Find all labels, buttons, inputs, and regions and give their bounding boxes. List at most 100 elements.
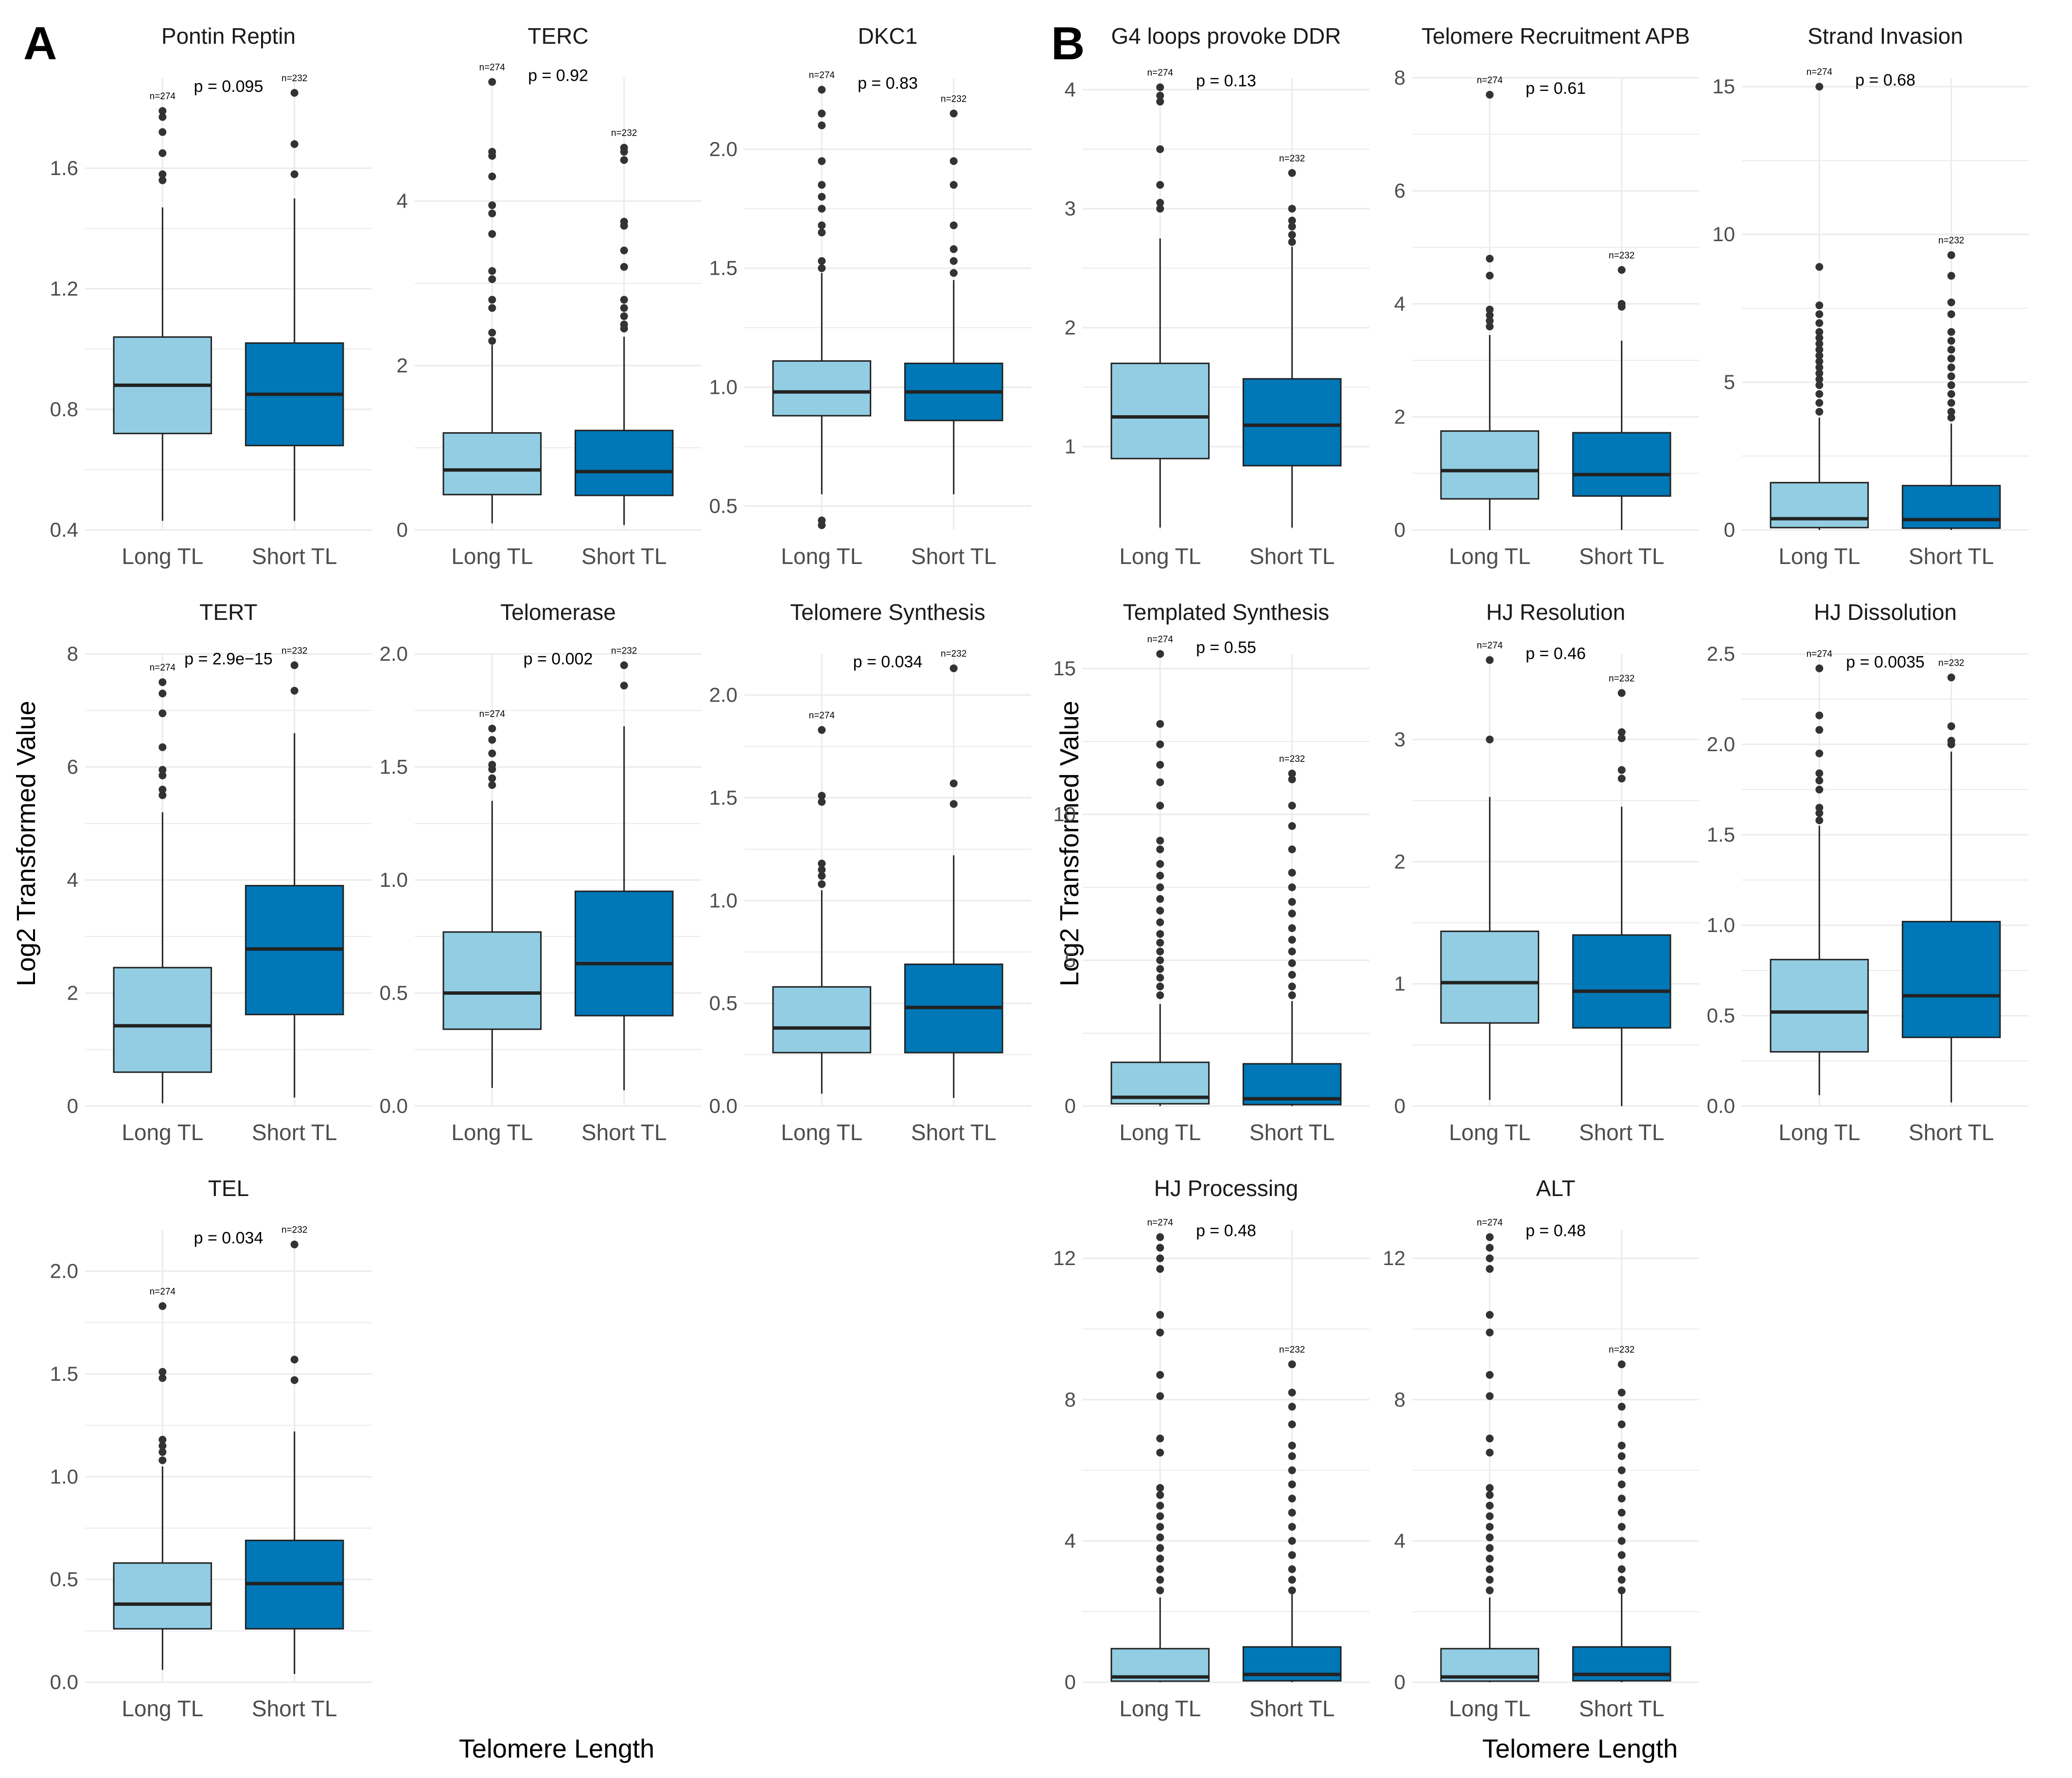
outlier-point [1947, 407, 1955, 416]
outlier-point [620, 312, 628, 320]
x-tick-label: Short TL [252, 544, 337, 569]
x-tick-label: Long TL [1449, 1120, 1530, 1145]
chart-title: TERC [527, 23, 588, 49]
x-tick-label: Long TL [122, 544, 203, 569]
n-label: n=232 [1609, 673, 1634, 684]
outlier-point [158, 791, 167, 799]
x-tick-label: Short TL [581, 1120, 667, 1145]
outlier-point [1156, 1392, 1164, 1400]
y-tick-label: 0.5 [709, 992, 737, 1015]
x-tick-label: Short TL [1249, 544, 1335, 569]
x-tick-label: Long TL [1119, 1696, 1201, 1721]
chart-title: G4 loops provoke DDR [1111, 23, 1341, 49]
outlier-point [158, 678, 167, 687]
outlier-point [158, 107, 167, 115]
outlier-point [1617, 300, 1626, 308]
y-tick-label: 0 [397, 518, 408, 541]
y-tick-label: 3 [1065, 197, 1076, 220]
chart-title: TEL [208, 1176, 249, 1201]
outlier-point [1156, 145, 1164, 153]
outlier-point [1486, 1254, 1494, 1263]
outlier-point [1156, 1512, 1164, 1520]
chart-panel: 0 5 10 15 Templated Synthesis n=274 Long TL n=2… [1053, 599, 1370, 1145]
chart-title: Templated Synthesis [1123, 599, 1329, 625]
p-value-label: p = 0.48 [1526, 1222, 1586, 1240]
outlier-point [1156, 845, 1164, 853]
iqr-box [1770, 482, 1869, 528]
iqr-box [1440, 931, 1540, 1024]
outlier-point [1947, 381, 1955, 389]
y-tick-label: 8 [1394, 66, 1405, 89]
iqr-box [574, 429, 674, 496]
outlier-point [818, 860, 826, 868]
outlier-point [949, 181, 958, 189]
outlier-point [1486, 1233, 1494, 1241]
x-tick-label: Long TL [1449, 1696, 1530, 1721]
outlier-point [158, 1448, 167, 1456]
x-tick-label: Long TL [1119, 544, 1201, 569]
outlier-point [1156, 1501, 1164, 1510]
outlier-point [1486, 656, 1494, 664]
x-tick-label: Short TL [252, 1120, 337, 1145]
outlier-point [1288, 845, 1296, 853]
outlier-point [488, 774, 496, 782]
x-tick-label: Short TL [252, 1696, 337, 1721]
iqr-box [574, 890, 674, 1017]
outlier-point [1617, 1551, 1626, 1559]
outlier-point [1815, 334, 1824, 342]
outlier-point [949, 269, 958, 277]
y-tick-label: 3 [1394, 728, 1405, 751]
outlier-point [818, 798, 826, 806]
outlier-point [158, 1374, 167, 1382]
outlier-point [488, 724, 496, 733]
n-label: n=274 [150, 1286, 176, 1297]
p-value-label: p = 0.55 [1196, 638, 1256, 657]
outlier-point [1288, 238, 1296, 246]
outlier-point [1486, 311, 1494, 319]
outlier-point [1815, 346, 1824, 354]
outlier-point [488, 749, 496, 757]
outlier-point [1486, 1554, 1494, 1563]
outlier-point [1815, 301, 1824, 310]
y-tick-label: 0 [1394, 518, 1405, 541]
y-axis-title-b: Log2 Transformed Value [1055, 701, 1084, 986]
y-tick-label: 0.8 [50, 398, 78, 421]
outlier-point [818, 181, 826, 189]
outlier-point [1486, 1371, 1494, 1379]
outlier-point [488, 275, 496, 283]
outlier-point [1288, 959, 1296, 967]
outlier-point [1486, 1434, 1494, 1443]
outlier-point [1486, 1484, 1494, 1492]
outlier-point [1617, 1509, 1626, 1517]
outlier-point [620, 296, 628, 304]
chart-title: HJ Resolution [1486, 599, 1625, 625]
chart-panel: 0 2 4 TERC n=274 Long TL n=232 Short TL p = 0.92 [397, 23, 702, 569]
y-tick-label: 4 [1065, 78, 1076, 101]
outlier-point [290, 170, 299, 178]
chart-panel: 0.4 0.8 1.2 1.6 Pontin Reptin n=274 Long TL n=2… [50, 23, 372, 569]
n-label: n=274 [1477, 641, 1503, 651]
p-value-label: p = 0.002 [524, 650, 593, 668]
outlier-point [1288, 924, 1296, 932]
x-tick-label: Short TL [1579, 544, 1665, 569]
chart-title: HJ Processing [1154, 1176, 1299, 1201]
outlier-point [1288, 216, 1296, 225]
outlier-point [1288, 1509, 1296, 1517]
outlier-point [1288, 1523, 1296, 1531]
outlier-point [290, 687, 299, 695]
outlier-point [949, 157, 958, 165]
outlier-point [818, 121, 826, 129]
chart-panel: 0.0 0.5 1.0 1.5 2.0 2.5 HJ Dissolution n=274 Lon… [1707, 599, 2029, 1145]
outlier-point [290, 1356, 299, 1364]
outlier-point [1156, 860, 1164, 868]
outlier-point [1617, 1565, 1626, 1573]
outlier-point [1156, 1565, 1164, 1573]
outlier-point [1486, 1586, 1494, 1595]
outlier-point [1156, 1533, 1164, 1542]
outlier-point [1486, 317, 1494, 325]
outlier-point [1815, 390, 1824, 398]
outlier-point [158, 1436, 167, 1444]
outlier-point [1815, 328, 1824, 336]
outlier-point [1156, 1554, 1164, 1563]
x-tick-label: Long TL [1119, 1120, 1201, 1145]
